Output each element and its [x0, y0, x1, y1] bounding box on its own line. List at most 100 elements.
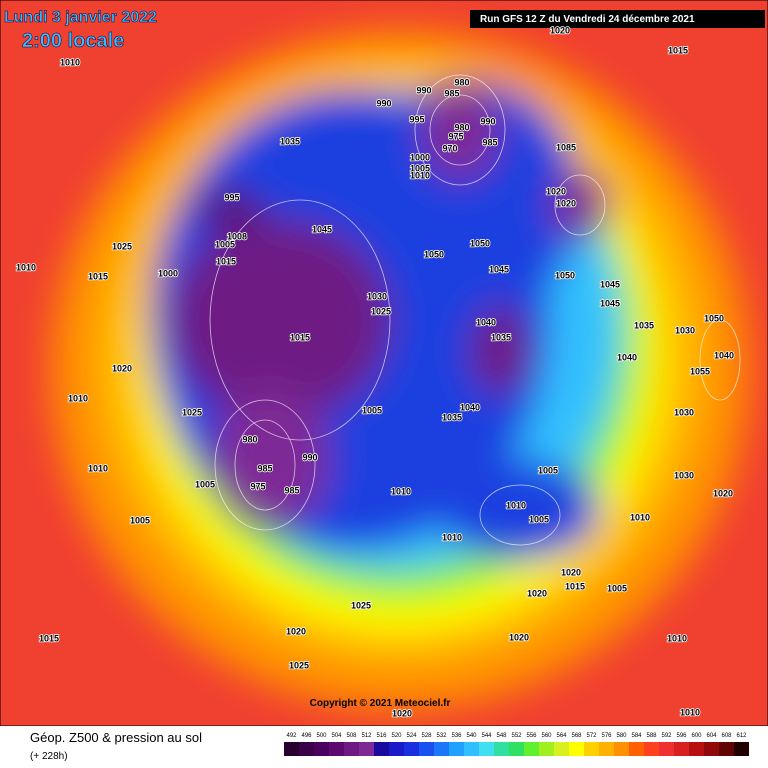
- colorbar-swatch: [314, 742, 329, 756]
- isobar-label: 1045: [600, 298, 620, 308]
- isobar-label: 1020: [392, 708, 412, 718]
- isobar-label: 1020: [527, 588, 547, 598]
- isobar-label: 1025: [182, 407, 202, 417]
- isobar-label: 1055: [690, 366, 710, 376]
- isobar-label: 1025: [371, 306, 391, 316]
- time: 2:00 locale: [22, 30, 124, 52]
- isobar-label: 1050: [424, 249, 444, 259]
- isobar-label: 1025: [351, 600, 371, 610]
- isobar-label: 990: [480, 116, 495, 126]
- isobar-label: 1015: [39, 633, 59, 643]
- colorbar-swatch: [689, 742, 704, 756]
- colorbar-label: 612: [736, 733, 747, 739]
- colorbar-label: 496: [301, 733, 312, 739]
- colorbar-label: 572: [586, 733, 597, 739]
- colorbar-swatch: [389, 742, 404, 756]
- isobar-label: 1005: [410, 163, 430, 173]
- colorbar-swatch: [704, 742, 719, 756]
- colorbar-label: 504: [331, 733, 342, 739]
- colorbar-label: 584: [631, 733, 642, 739]
- isobar-label: 1020: [556, 198, 576, 208]
- isobar-label: 1035: [280, 136, 300, 146]
- colorbar-swatch: [629, 742, 644, 756]
- date: Lundi 3 janvier 2022: [4, 9, 157, 26]
- isobar-label: 1010: [506, 500, 526, 510]
- isobar-label: 1010: [68, 393, 88, 403]
- isobar-label: 1010: [442, 532, 462, 542]
- colorbar-swatch: [344, 742, 359, 756]
- isobar-label: 1030: [674, 407, 694, 417]
- isobar-label: 1005: [130, 515, 150, 525]
- isobar-label: 1020: [550, 25, 570, 35]
- footer-title: Géop. Z500 & pression au sol: [30, 730, 202, 745]
- isobar-label: 1020: [286, 626, 306, 636]
- colorbar-swatch: [599, 742, 614, 756]
- isobar-label: 1035: [442, 412, 462, 422]
- colorbar-label: 544: [481, 733, 492, 739]
- isobar-label: 1010: [630, 512, 650, 522]
- isobar-label: 1025: [289, 660, 309, 670]
- isobar-label: 1015: [565, 581, 585, 591]
- isobar-label: 1050: [704, 313, 724, 323]
- isobar-label: 985: [482, 137, 497, 147]
- colorbar-swatch: [509, 742, 524, 756]
- colorbar-label: 600: [691, 733, 702, 739]
- isobar-label: 1045: [489, 264, 509, 274]
- isobar-label: 1010: [410, 170, 430, 180]
- colorbar-label: 596: [676, 733, 687, 739]
- colorbar-swatch: [644, 742, 659, 756]
- isobar-label: 1035: [491, 332, 511, 342]
- colorbar-label: 548: [496, 733, 507, 739]
- isobar-label: 1005: [215, 239, 235, 249]
- colorbar-swatch: [659, 742, 674, 756]
- isobar-label: 1000: [158, 268, 178, 278]
- isobar-label: 980: [454, 122, 469, 132]
- isobar-label: 1050: [555, 270, 575, 280]
- isobar-label: 1010: [60, 57, 80, 67]
- isobar-label: 1030: [367, 291, 387, 301]
- isobar-label: 1085: [556, 142, 576, 152]
- isobar-label: 995: [409, 114, 424, 124]
- colorbar-label: 532: [436, 733, 447, 739]
- colorbar-swatch: [464, 742, 479, 756]
- colorbar-swatch: [404, 742, 419, 756]
- isobar-label: 1010: [680, 707, 700, 717]
- isobar-label: 1025: [112, 241, 132, 251]
- isobar-label: 1050: [470, 238, 490, 248]
- field: [50, 30, 750, 710]
- colorbar-swatch: [299, 742, 314, 756]
- isobar-label: 990: [376, 98, 391, 108]
- labels: 1010103599510081005101510251000101010151…: [15, 25, 735, 720]
- isobar-label: 1010: [667, 633, 687, 643]
- colorbar-label: 492: [286, 733, 297, 739]
- isobar-label: 1030: [675, 325, 695, 335]
- colorbar-label: 524: [406, 733, 417, 739]
- isobar-label: 990: [302, 452, 317, 462]
- colorbar-label: 536: [451, 733, 462, 739]
- isobar-label: 975: [250, 481, 265, 491]
- colorbar: 492 496 500 504 508 512 516 520 524 528 532 536 540 5…: [284, 733, 749, 756]
- isobar-label: 985: [257, 463, 272, 473]
- colorbar-swatch: [539, 742, 554, 756]
- isobar-label: 1020: [713, 488, 733, 498]
- isobar-label: 1005: [529, 514, 549, 524]
- colorbar-label: 576: [601, 733, 612, 739]
- colorbar-label: 560: [541, 733, 552, 739]
- isobar-label: 1040: [714, 350, 734, 360]
- colorbar-swatch: [434, 742, 449, 756]
- colorbar-swatch: [359, 742, 374, 756]
- run: Run GFS 12 Z du Vendredi 24 décembre 202…: [480, 14, 695, 25]
- colorbar-swatch: [494, 742, 509, 756]
- colorbar-label: 516: [376, 733, 387, 739]
- colorbar-swatch: [284, 742, 299, 756]
- isobar-label: 975: [448, 131, 463, 141]
- colorbar-label: 588: [646, 733, 657, 739]
- isobar-label: 1040: [460, 402, 480, 412]
- isobar-label: 1020: [509, 632, 529, 642]
- isobar-label: 995: [224, 192, 239, 202]
- colorbar-label: 528: [421, 733, 432, 739]
- isobar-label: 1045: [312, 224, 332, 234]
- colorbar-swatch: [524, 742, 539, 756]
- colorbar-swatch: [554, 742, 569, 756]
